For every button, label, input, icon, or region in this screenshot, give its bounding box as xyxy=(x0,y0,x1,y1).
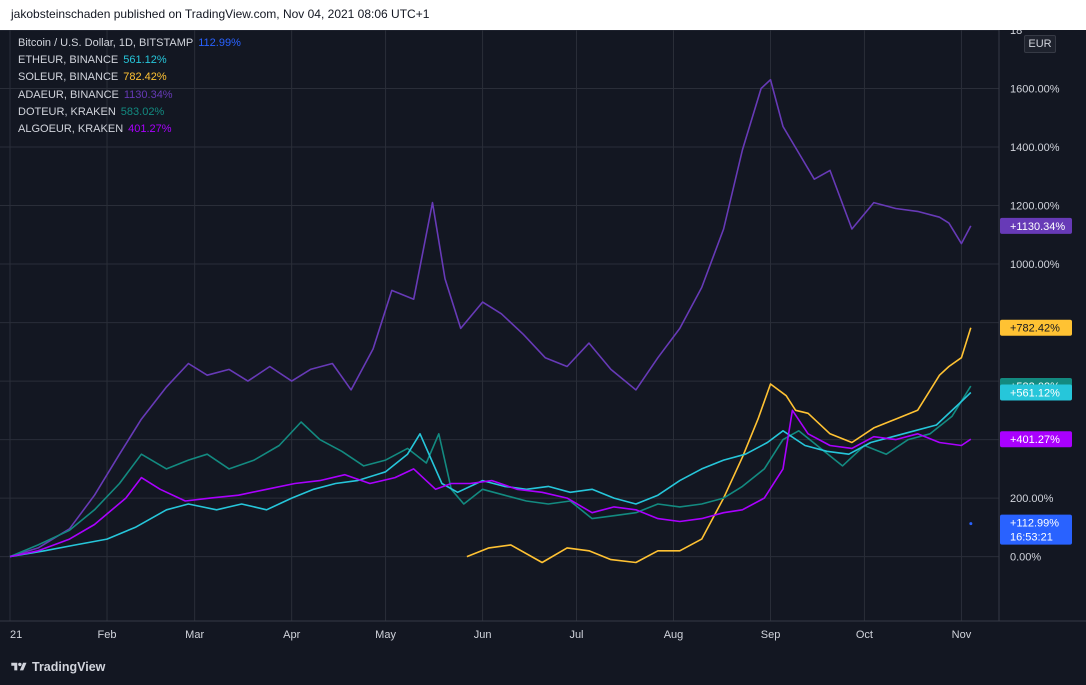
legend-item[interactable]: ETHEUR, BINANCE 561.12% xyxy=(18,52,241,69)
chart-background xyxy=(0,30,1086,651)
publish-info-text: jakobsteinschaden published on TradingVi… xyxy=(11,7,430,21)
y-tick-label: 0.00% xyxy=(1010,552,1041,564)
legend-item[interactable]: ALGOEUR, KRAKEN 401.27% xyxy=(18,121,241,138)
chart-legend: Bitcoin / U.S. Dollar, 1D, BITSTAMP 112.9… xyxy=(18,35,241,138)
legend-item-value: 401.27% xyxy=(128,123,172,136)
x-tick-label: Sep xyxy=(761,629,781,641)
tradingview-logo-icon xyxy=(11,662,27,671)
countdown-text: 16:53:21 xyxy=(1010,532,1053,544)
last-value-badge-text: +112.99% xyxy=(1010,518,1059,530)
chart-grid xyxy=(0,30,999,621)
series-line-4 xyxy=(9,391,972,558)
series-point xyxy=(969,522,973,526)
price-scale[interactable]: 0.00% 200.00% 1000.00% 1200.00% 1400.00% 1600… xyxy=(1010,30,1060,564)
last-value-badge xyxy=(1000,384,1072,401)
y-tick-label: 1200.00% xyxy=(1010,201,1060,213)
last-value-badges: +1130.34%+782.42%+583.02%+561.12%+401.27… xyxy=(1000,217,1072,545)
x-tick-label: Nov xyxy=(952,629,972,641)
legend-item-name: SOLEUR, BINANCE xyxy=(18,71,119,84)
x-tick-label: May xyxy=(375,629,396,641)
tradingview-brand-text: TradingView xyxy=(32,660,106,674)
x-tick-label: Feb xyxy=(98,629,117,641)
legend-item-name: ETHEUR, BINANCE xyxy=(18,54,119,67)
chart-series-group xyxy=(9,78,973,564)
series-line-1 xyxy=(9,78,972,558)
chart-canvas[interactable]: 0.00% 200.00% 1000.00% 1200.00% 1400.00% 1600… xyxy=(0,30,1086,651)
legend-item-value: 1130.34% xyxy=(123,88,173,101)
legend-item[interactable]: SOLEUR, BINANCE 782.42% xyxy=(18,69,241,86)
x-tick-label: Apr xyxy=(283,629,300,641)
x-tick-label: 21 xyxy=(10,629,22,641)
y-tick-label: 1000.00% xyxy=(1010,259,1060,271)
footer-bar: TradingView xyxy=(0,651,1086,685)
series-line-3 xyxy=(9,385,972,558)
last-value-badge xyxy=(1000,319,1072,336)
legend-item[interactable]: DOTEUR, KRAKEN 583.02% xyxy=(18,104,241,121)
series-line-2 xyxy=(466,327,972,564)
x-tick-label: Jun xyxy=(474,629,492,641)
x-tick-label: Jul xyxy=(569,629,583,641)
currency-button[interactable]: EUR xyxy=(1024,35,1056,53)
legend-item-value: 112.99% xyxy=(198,37,241,49)
legend-item-name: ALGOEUR, KRAKEN xyxy=(18,123,124,136)
legend-item[interactable]: Bitcoin / U.S. Dollar, 1D, BITSTAMP 112.9… xyxy=(18,35,241,52)
y-tick-label: 18 xyxy=(1010,30,1022,37)
last-value-badge-text: +782.42% xyxy=(1010,323,1060,335)
last-value-badge-text: +1130.34% xyxy=(1010,221,1065,233)
last-value-badge xyxy=(1000,514,1072,545)
series-line-5 xyxy=(9,409,972,558)
time-scale[interactable]: 21 Feb Mar Apr May Jun Jul Aug Sep Oct Nov xyxy=(10,629,972,641)
legend-item-value: 583.02% xyxy=(120,105,165,118)
x-tick-label: Oct xyxy=(856,629,873,641)
legend-item[interactable]: ADAEUR, BINANCE 1130.34% xyxy=(18,87,241,104)
last-value-badge-text: +561.12% xyxy=(1010,387,1060,399)
last-value-badge-text: +401.27% xyxy=(1010,434,1060,446)
last-value-badge xyxy=(1000,217,1072,234)
legend-item-name: DOTEUR, KRAKEN xyxy=(18,105,116,118)
y-tick-label: 1400.00% xyxy=(1010,142,1060,154)
y-tick-label: 1600.00% xyxy=(1010,84,1060,96)
legend-item-name: ADAEUR, BINANCE xyxy=(18,88,119,101)
publish-header: jakobsteinschaden published on TradingVi… xyxy=(0,0,1086,30)
legend-item-name: Bitcoin / U.S. Dollar, 1D, BITSTAMP xyxy=(18,37,194,49)
y-tick-label: 200.00% xyxy=(1010,493,1054,505)
last-value-badge xyxy=(1000,431,1072,448)
legend-item-value: 561.12% xyxy=(123,54,167,67)
x-tick-label: Aug xyxy=(664,629,684,641)
x-tick-label: Mar xyxy=(185,629,204,641)
legend-item-value: 782.42% xyxy=(123,71,167,84)
